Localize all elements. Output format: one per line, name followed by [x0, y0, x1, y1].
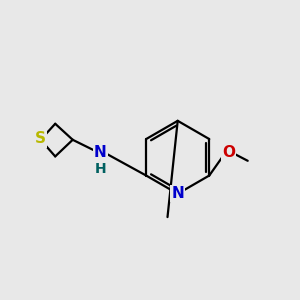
Text: H: H [94, 162, 106, 176]
Text: O: O [222, 146, 235, 160]
Text: N: N [94, 146, 107, 160]
Text: S: S [35, 131, 46, 146]
Text: N: N [171, 186, 184, 201]
